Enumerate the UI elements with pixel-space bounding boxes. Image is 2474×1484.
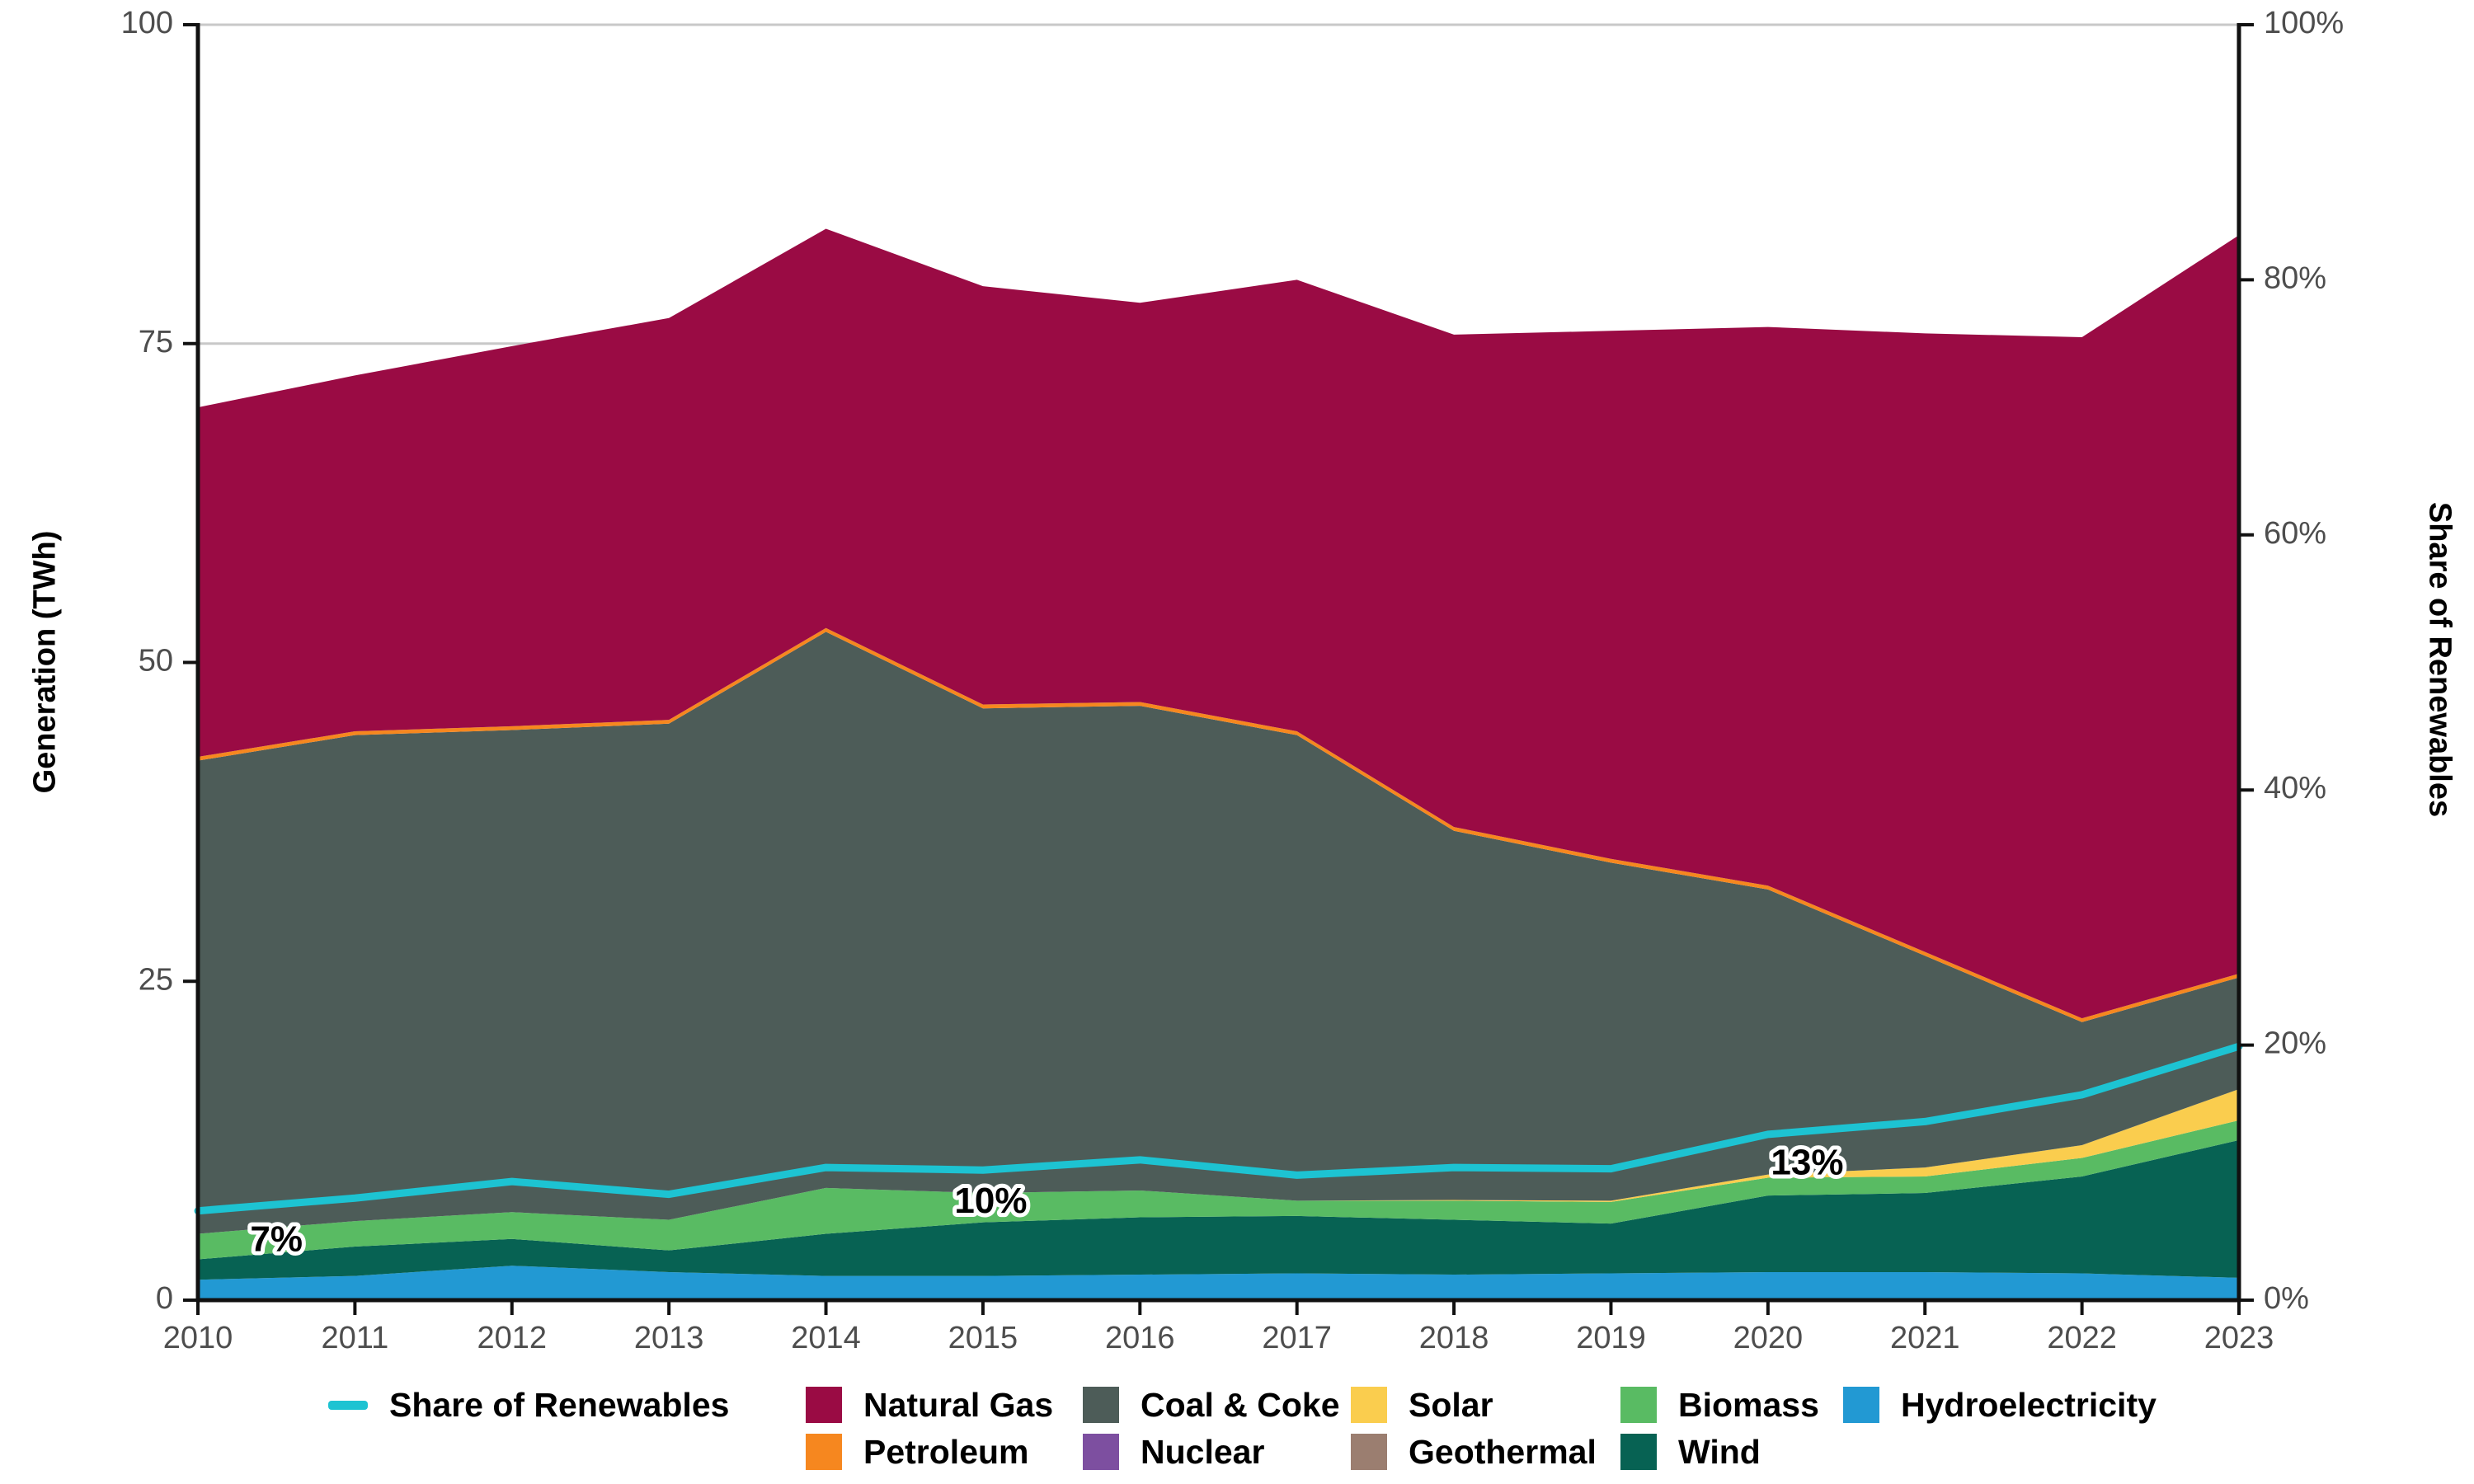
right-tick-label: 100%: [2264, 6, 2344, 40]
right-tick-label: 20%: [2264, 1026, 2326, 1061]
x-tick-label: 2019: [1576, 1321, 1646, 1355]
x-tick-label: 2014: [791, 1321, 861, 1355]
x-tick-label: 2016: [1105, 1321, 1175, 1355]
right-tick-label: 40%: [2264, 771, 2326, 805]
annotation-label: 10%: [954, 1181, 1027, 1221]
left-tick-label: 75: [139, 325, 173, 359]
left-axis-title: Generation (TWh): [27, 530, 63, 794]
x-tick-label: 2020: [1733, 1321, 1804, 1355]
x-tick-label: 2018: [1419, 1321, 1489, 1355]
x-tick-label: 2017: [1262, 1321, 1332, 1355]
x-tick-label: 2021: [1890, 1321, 1960, 1355]
annotation-label: 13%: [1771, 1143, 1843, 1183]
area-coal-coke: [198, 632, 2239, 1234]
x-tick-label: 2015: [948, 1321, 1018, 1355]
right-tick-label: 80%: [2264, 261, 2326, 295]
x-tick-label: 2023: [2204, 1321, 2274, 1355]
left-tick-label: 50: [139, 644, 173, 679]
x-tick-label: 2022: [2047, 1321, 2117, 1355]
annotation-label: 7%: [250, 1219, 303, 1259]
share-of-renewables-line: [194, 1042, 2243, 1215]
right-tick-label: 60%: [2264, 516, 2326, 551]
x-tick-label: 2011: [322, 1321, 389, 1355]
x-tick-label: 2013: [634, 1321, 704, 1355]
area-hydroelectricity: [198, 1266, 2239, 1300]
left-tick-label: 100: [121, 6, 173, 40]
area-wind: [198, 1139, 2239, 1280]
area-biomass: [198, 1120, 2239, 1260]
left-tick-label: 25: [139, 962, 173, 997]
right-axis-title: Share of Renewables: [2422, 501, 2458, 818]
left-tick-label: 0: [156, 1281, 173, 1316]
right-tick-label: 0%: [2264, 1281, 2309, 1316]
area-natural-gas: [198, 228, 2239, 1019]
x-tick-label: 2012: [477, 1321, 547, 1355]
x-tick-label: 2010: [163, 1321, 233, 1355]
